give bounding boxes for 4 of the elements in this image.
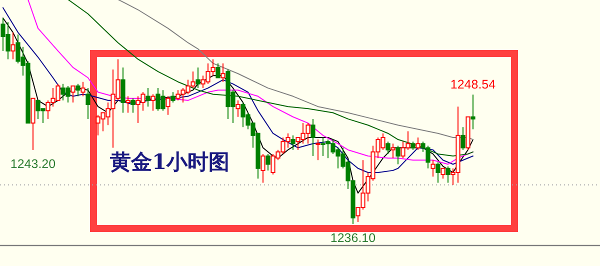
annotation: 黄金1小时图 — [110, 149, 230, 174]
annotation: 1236.10 — [330, 231, 376, 245]
annotation: 1248.54 — [450, 78, 496, 92]
annotation: 1243.20 — [10, 157, 56, 172]
